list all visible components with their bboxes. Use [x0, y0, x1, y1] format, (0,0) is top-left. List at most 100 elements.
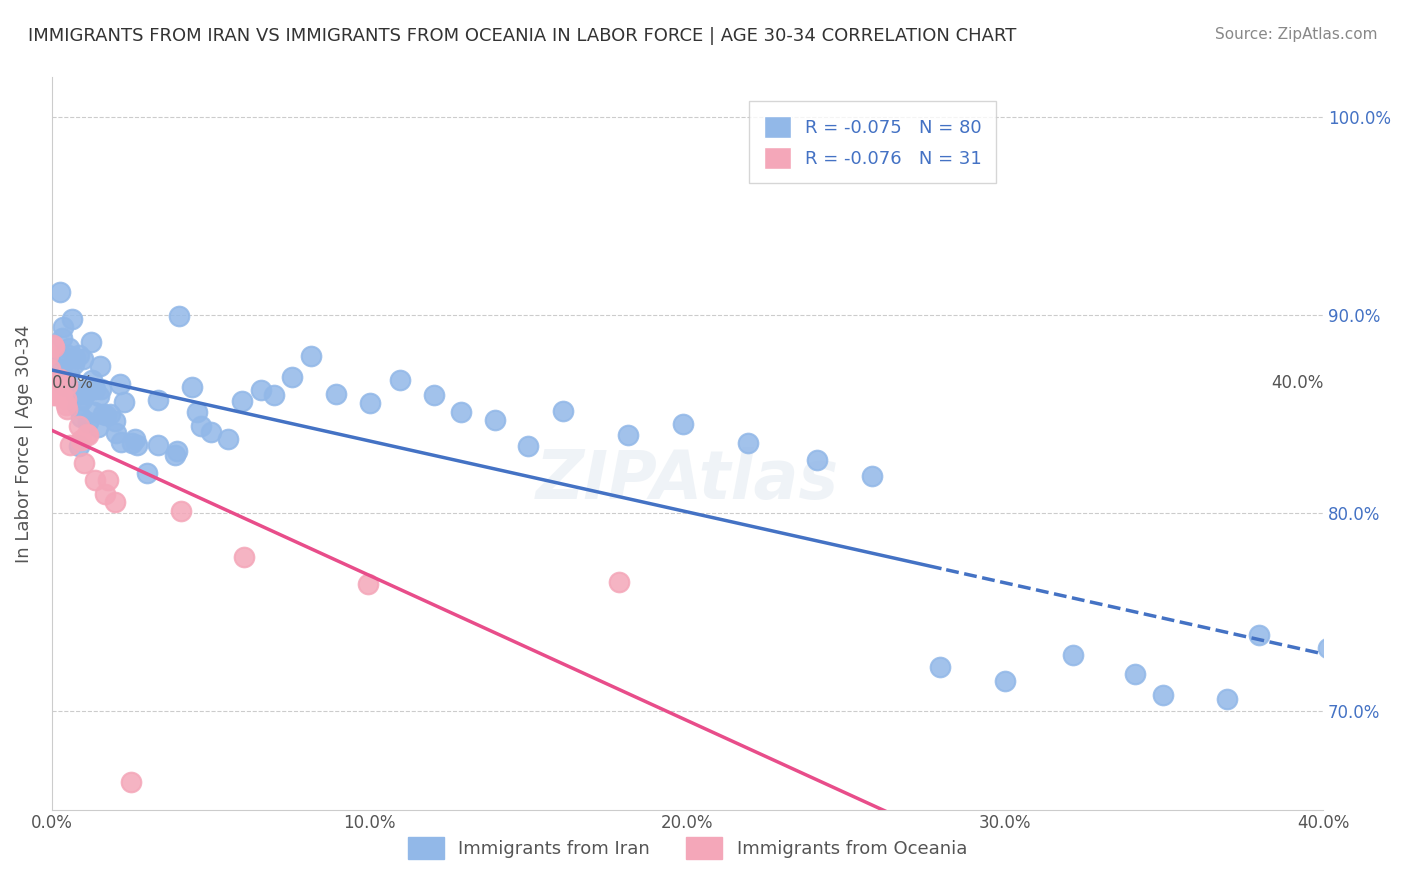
Point [59, 438, 82, 452]
Point [67, 439, 90, 453]
Point [58, 366, 80, 380]
Point [66, 401, 89, 415]
Point [69, 387, 91, 401]
Point [359, 396, 381, 410]
Point [139, 822, 162, 836]
Point [48, 388, 70, 402]
Point [75, 386, 97, 401]
Point [1152, 688, 1174, 702]
Point [616, 428, 638, 442]
Point [422, 387, 444, 401]
Point [104, 495, 127, 509]
Point [41, 388, 63, 402]
Point [83, 405, 105, 419]
Point [994, 673, 1017, 688]
Point [357, 576, 380, 591]
Point [87, 419, 110, 434]
Point [70, 393, 93, 408]
Point [49, 285, 72, 299]
Point [166, 443, 188, 458]
Point [49, 372, 72, 386]
Point [55, 398, 77, 412]
Point [90, 382, 112, 396]
Point [110, 435, 132, 450]
Point [53, 378, 76, 392]
Point [450, 405, 472, 419]
Y-axis label: In Labor Force | Age 30-34: In Labor Force | Age 30-34 [15, 325, 32, 563]
Point [114, 395, 136, 409]
Point [186, 405, 208, 419]
Text: 40.0%: 40.0% [1271, 374, 1323, 392]
Point [70, 434, 93, 448]
Point [56, 378, 79, 392]
Point [77, 415, 100, 429]
Point [67, 348, 90, 362]
Point [169, 310, 191, 324]
Point [146, 438, 169, 452]
Point [46, 382, 69, 396]
Point [97, 474, 120, 488]
Point [553, 404, 575, 418]
Point [136, 466, 159, 480]
Point [180, 379, 202, 393]
Point [1247, 628, 1270, 642]
Point [1215, 691, 1237, 706]
Point [80, 335, 103, 350]
Point [51, 331, 73, 345]
Point [51, 349, 73, 363]
Point [672, 417, 695, 431]
Point [165, 448, 187, 462]
Point [89, 389, 111, 403]
Point [51, 361, 73, 376]
Point [63, 357, 86, 371]
Point [516, 439, 538, 453]
Point [108, 377, 131, 392]
Point [281, 370, 304, 384]
Point [232, 550, 254, 565]
Point [190, 418, 212, 433]
Point [83, 382, 105, 396]
Point [56, 347, 79, 361]
Point [1062, 648, 1084, 662]
Point [67, 418, 90, 433]
Point [58, 341, 80, 355]
Point [83, 473, 105, 487]
Point [56, 402, 79, 417]
Point [125, 438, 148, 452]
Point [249, 383, 271, 397]
Point [737, 436, 759, 450]
Point [200, 425, 222, 440]
Point [484, 413, 506, 427]
Text: Source: ZipAtlas.com: Source: ZipAtlas.com [1215, 27, 1378, 42]
Point [120, 775, 142, 789]
Text: IMMIGRANTS FROM IRAN VS IMMIGRANTS FROM OCEANIA IN LABOR FORCE | AGE 30-34 CORRE: IMMIGRANTS FROM IRAN VS IMMIGRANTS FROM … [28, 27, 1017, 45]
Point [42, 379, 65, 393]
Point [51, 389, 73, 403]
Point [231, 394, 253, 409]
Point [73, 457, 96, 471]
Point [89, 359, 111, 374]
Point [70, 409, 93, 424]
Point [37, 348, 59, 362]
Point [217, 432, 239, 446]
Point [42, 338, 65, 352]
Point [44, 340, 66, 354]
Point [63, 351, 86, 365]
Point [104, 414, 127, 428]
Point [325, 386, 347, 401]
Point [93, 487, 115, 501]
Point [121, 435, 143, 450]
Text: 0.0%: 0.0% [52, 374, 94, 392]
Point [82, 373, 104, 387]
Point [388, 373, 411, 387]
Point [77, 428, 100, 442]
Text: ZIPAtlas: ZIPAtlas [536, 447, 839, 513]
Point [299, 349, 322, 363]
Point [91, 407, 114, 421]
Point [1123, 667, 1146, 681]
Point [609, 574, 631, 589]
Point [806, 453, 828, 467]
Point [98, 408, 121, 422]
Point [1317, 640, 1340, 655]
Point [52, 319, 75, 334]
